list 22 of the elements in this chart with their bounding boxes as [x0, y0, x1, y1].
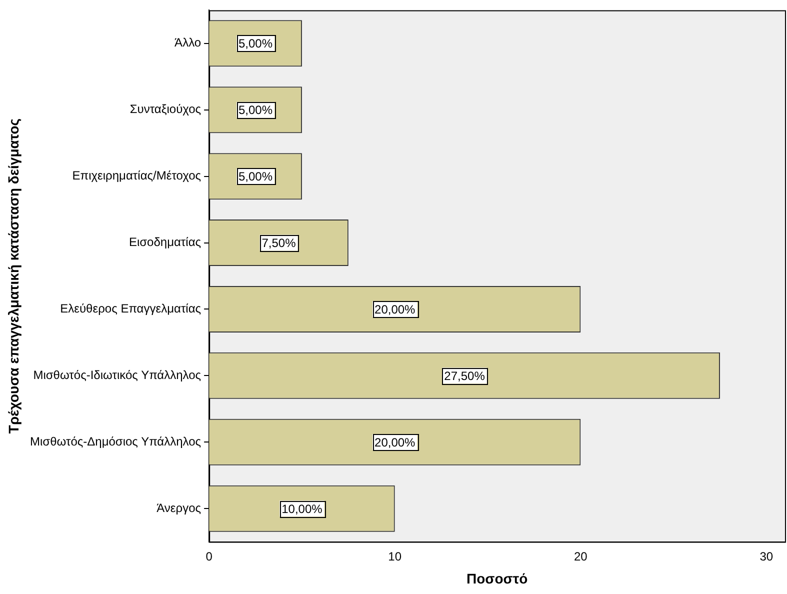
- data-label: 10,00%: [282, 502, 323, 516]
- y-tick-label: Συνταξιούχος: [130, 102, 202, 116]
- x-tick-label: 30: [760, 549, 774, 564]
- y-tick-label: Άνεργος: [156, 500, 202, 515]
- data-label: 5,00%: [238, 170, 273, 184]
- y-tick-label: Μισθωτός-Δημόσιος Υπάλληλος: [30, 434, 202, 448]
- y-tick-label: Ελεύθερος Επαγγελματίας: [60, 302, 202, 316]
- y-tick-label: Εισοδηματίας: [128, 235, 202, 250]
- data-label: 27,50%: [444, 368, 486, 383]
- y-tick-label: Επιχειρηματίας/Μέτοχος: [72, 168, 202, 183]
- data-label: 7,50%: [262, 236, 296, 250]
- data-label: 5,00%: [238, 36, 273, 51]
- data-label: 5,00%: [238, 103, 273, 118]
- y-axis-title: Τρέχουσα επαγγελματική κατάσταση δείγματος: [5, 118, 22, 434]
- x-axis-title: Ποσοστό: [466, 570, 528, 586]
- x-tick-label: 20: [574, 549, 588, 564]
- y-tick-label: Άλλο: [174, 36, 202, 50]
- x-tick-label: 10: [388, 549, 402, 564]
- y-tick-label: Μισθωτός-Ιδιωτικός Υπάλληλος: [33, 368, 202, 382]
- data-label: 20,00%: [374, 435, 416, 450]
- data-label: 20,00%: [374, 302, 416, 317]
- x-tick-label: 0: [206, 549, 213, 564]
